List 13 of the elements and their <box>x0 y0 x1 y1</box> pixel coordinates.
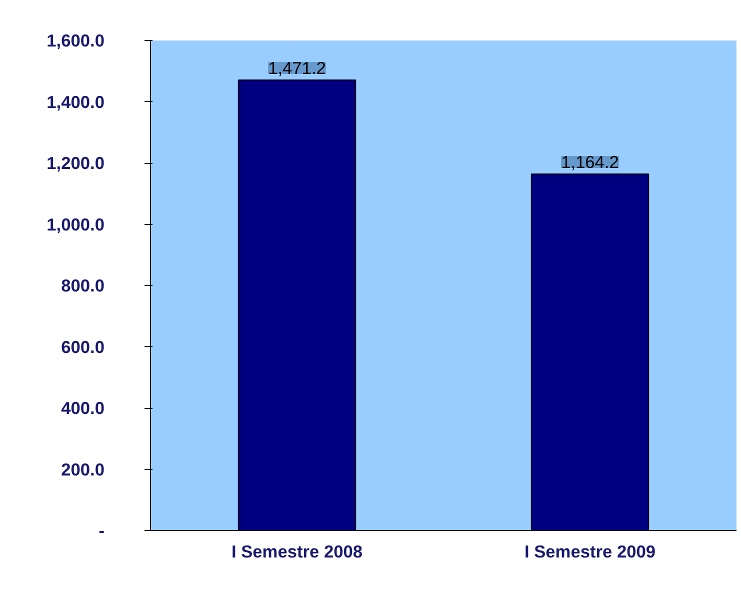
y-tick-label: 1,400.0 <box>46 92 105 112</box>
x-tick-label: I Semestre 2009 <box>524 542 656 562</box>
data-label: 1,164.2 <box>561 152 619 172</box>
y-tick-label: - <box>98 520 105 540</box>
y-tick-label: 600.0 <box>61 336 105 357</box>
y-tick-label: 800.0 <box>61 276 105 296</box>
y-tick-label: 1,200.0 <box>46 153 105 173</box>
y-tick-label: 1,000.0 <box>46 214 105 234</box>
y-tick-label: 400.0 <box>61 398 105 418</box>
y-tick-label: 200.0 <box>61 459 105 480</box>
data-label: 1,471.2 <box>268 58 326 78</box>
y-tick-label: 1,600.0 <box>46 30 105 50</box>
x-tick-label: I Semestre 2008 <box>231 542 363 562</box>
